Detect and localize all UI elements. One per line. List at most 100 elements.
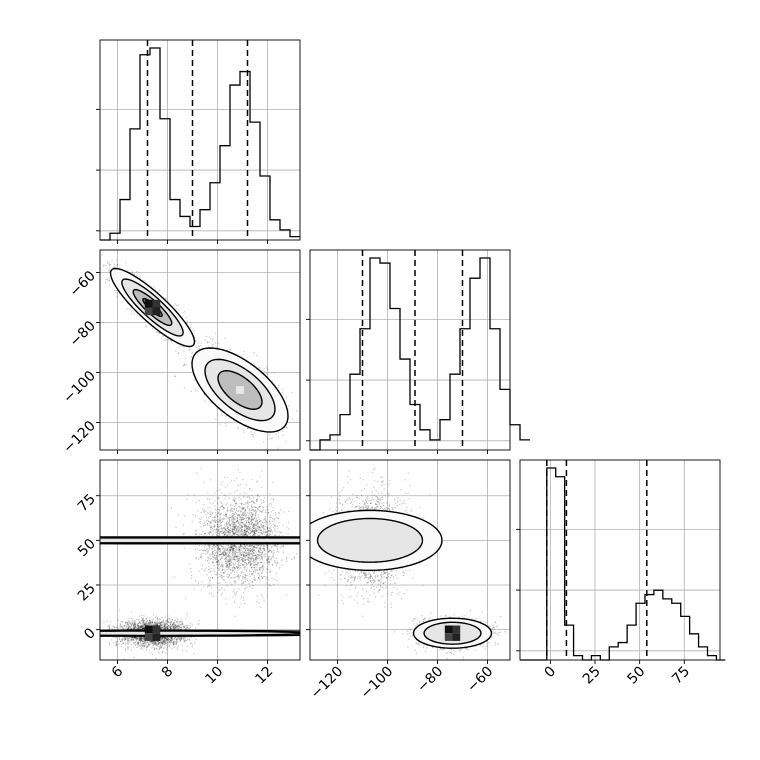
scatter-point [193, 379, 195, 381]
scatter-point [190, 326, 192, 328]
scatter-point [254, 364, 256, 366]
scatter-point [127, 308, 129, 310]
scatter-point [183, 364, 185, 366]
hist-grid [520, 528, 720, 652]
scatter-point [198, 348, 201, 350]
scatter-point [229, 348, 232, 351]
scatter-point [173, 375, 176, 377]
scatter-point [178, 309, 180, 311]
panel-background [520, 460, 720, 660]
scatter-point [115, 291, 117, 294]
scatter-point [89, 267, 90, 268]
scatter-point [108, 267, 110, 269]
histogram-panel-0 [96, 39, 301, 244]
scatter-point [277, 386, 279, 389]
scatter-point [254, 431, 256, 433]
scatter-point [221, 413, 223, 415]
scatter-point [150, 286, 153, 288]
scatter-point [114, 265, 116, 268]
scatter-point [183, 350, 185, 352]
scatter-point [237, 426, 239, 428]
scatter-point [193, 329, 195, 332]
scatter-point [101, 254, 103, 256]
scatter-point [105, 279, 107, 281]
scatter-point [256, 354, 258, 357]
scatter-point [285, 427, 288, 429]
scatter-point [285, 440, 287, 442]
scatter-point [131, 313, 133, 315]
scatter-point [216, 346, 218, 348]
scatter-point [282, 434, 284, 436]
panel-frame [519, 459, 721, 661]
scatter-point [164, 340, 166, 342]
scatter-point [160, 337, 163, 339]
panel-frame [309, 249, 511, 451]
scatter-point [225, 415, 227, 417]
scatter-point [217, 342, 219, 345]
scatter-point [102, 265, 105, 267]
scatter-point [302, 408, 303, 409]
scatter-point [243, 350, 245, 352]
scatter-point [164, 298, 166, 300]
scatter-point [291, 391, 293, 394]
scatter-point [269, 434, 271, 436]
scatter-point [158, 332, 161, 334]
scatter-point [195, 390, 197, 392]
scatter-point [175, 305, 178, 307]
scatter-point [214, 342, 216, 344]
grid-lines [117, 40, 268, 240]
scatter-point [108, 277, 110, 280]
scatter-point [105, 265, 107, 267]
scatter-point [203, 394, 206, 396]
histogram-steps [520, 467, 726, 661]
scatter-point [108, 261, 111, 263]
scatter-point [247, 428, 249, 430]
scatter-point [189, 348, 191, 350]
scatter-point [285, 426, 287, 428]
scatter-point [212, 344, 214, 346]
scatter-point [282, 388, 284, 391]
scatter-point [116, 263, 118, 265]
scatter-point [154, 289, 157, 291]
scatter-point [107, 262, 109, 265]
scatter-point [185, 358, 187, 360]
panel-frame [99, 39, 301, 241]
scatter-point [106, 261, 109, 263]
histogram-steps [310, 257, 530, 451]
scatter-point [171, 341, 173, 343]
histogram-steps [100, 47, 300, 241]
scatter-point [243, 431, 245, 433]
scatter-point [259, 367, 261, 369]
scatter-point [162, 335, 164, 338]
scatter-point [177, 352, 179, 355]
scatter-point [282, 392, 284, 394]
hist-grid [100, 108, 300, 232]
scatter-point [224, 423, 226, 425]
scatter-point [175, 350, 177, 352]
scatter-point [109, 270, 111, 272]
scatter-point [159, 289, 161, 291]
scatter-point [206, 335, 208, 338]
scatter-point [108, 263, 110, 266]
scatter-point [136, 271, 138, 273]
scatter-point [131, 271, 134, 273]
scatter-point [294, 451, 295, 452]
scatter-point [133, 273, 135, 275]
scatter-point [261, 369, 263, 371]
scatter-point [129, 309, 131, 311]
scatter-point [156, 331, 158, 333]
scatter-point [263, 370, 265, 372]
scatter-point [109, 265, 111, 267]
scatter-point [106, 278, 108, 280]
scatter-point [114, 289, 116, 291]
panel-background [310, 250, 510, 450]
scatter-point [273, 372, 275, 374]
scatter-point [211, 340, 213, 342]
scatter-point [277, 447, 279, 449]
scatter-point [253, 351, 256, 354]
scatter-point [191, 351, 193, 353]
scatter-point [170, 340, 172, 342]
scatter-point [208, 341, 210, 343]
scatter-point [136, 274, 138, 276]
scatter-point [90, 259, 91, 260]
